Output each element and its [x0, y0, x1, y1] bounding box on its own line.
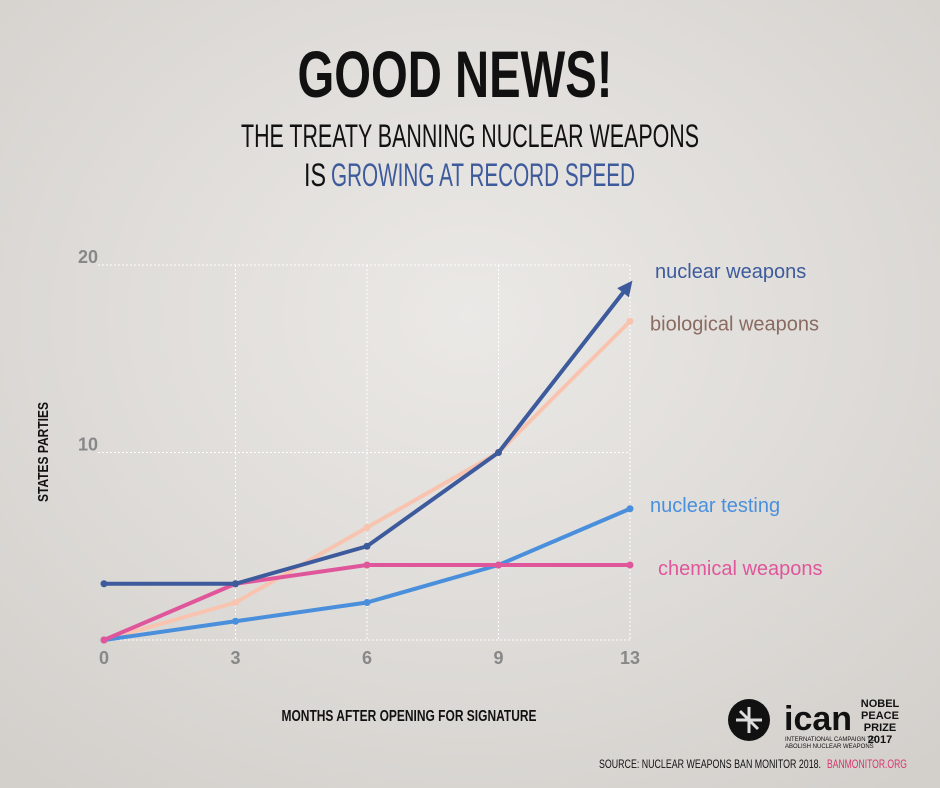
x-tick-label: 6: [362, 648, 372, 668]
y-axis-label: STATES PARTIES: [35, 402, 52, 502]
x-tick-label: 0: [99, 648, 109, 668]
point: [626, 505, 634, 513]
legend-label: chemical weapons: [658, 558, 823, 580]
chart-title: GOOD NEWS!: [298, 37, 613, 111]
prize: PEACE: [861, 710, 899, 722]
source-link: BANMONITOR.ORG: [827, 757, 907, 771]
point: [363, 524, 371, 531]
point: [232, 599, 239, 606]
x-axis-label: MONTHS AFTER OPENING FOR SIGNATURE: [282, 708, 537, 725]
logo-tagline: ABOLISH NUCLEAR WEAPONS: [785, 744, 874, 750]
point: [363, 561, 371, 569]
prize: PRIZE: [864, 722, 896, 734]
point: [100, 580, 108, 588]
legend-label: nuclear testing: [650, 495, 780, 517]
prize: NOBEL: [861, 698, 900, 710]
legend-label: nuclear weapons: [655, 261, 806, 283]
logo-tagline: INTERNATIONAL CAMPAIGN TO: [785, 737, 876, 743]
logo-name: ican: [784, 700, 852, 738]
legend-label: biological weapons: [650, 313, 819, 335]
prize: 2017: [868, 734, 892, 746]
point: [232, 580, 239, 588]
logo: ican INTERNATIONAL CAMPAIGN TO ABOLISH N…: [728, 698, 900, 750]
point: [626, 561, 634, 569]
arrow-head: [617, 280, 633, 298]
point: [363, 542, 371, 550]
subtitle: THE TREATY BANNING NUCLEAR WEAPONS: [241, 118, 699, 154]
y-tick-label: 10: [78, 435, 98, 455]
source: SOURCE: NUCLEAR WEAPONS BAN MONITOR 2018…: [599, 757, 821, 771]
point: [626, 317, 634, 325]
point: [495, 449, 502, 456]
point: [363, 599, 371, 606]
subtitle-highlight: GROWING AT RECORD SPEED: [331, 157, 635, 193]
x-tick-label: 13: [620, 648, 640, 668]
x-tick-label: 9: [493, 648, 503, 668]
subtitle: IS: [304, 157, 326, 193]
point: [495, 561, 502, 569]
y-tick-label: 20: [78, 247, 98, 267]
x-tick-label: 3: [230, 648, 240, 668]
point: [100, 636, 108, 644]
logo-icon: [736, 707, 762, 733]
point: [232, 617, 239, 625]
